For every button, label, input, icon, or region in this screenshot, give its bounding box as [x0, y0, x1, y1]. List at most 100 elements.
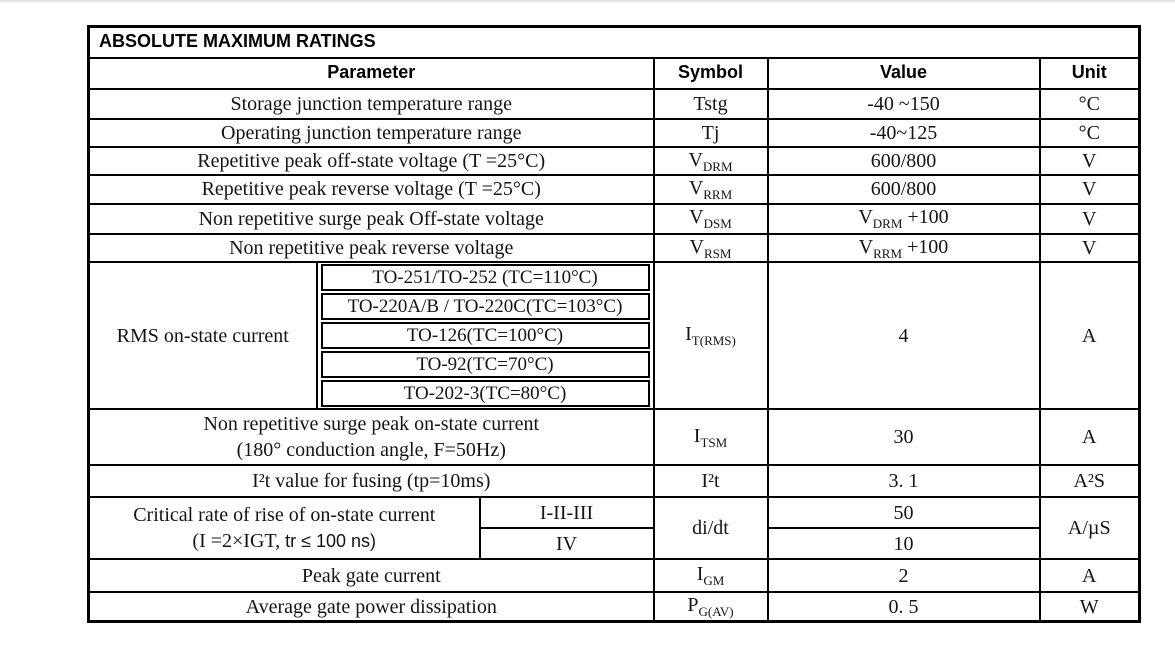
value-cell: 600/800 [766, 145, 1041, 177]
param-cell: Repetitive peak reverse voltage (T =25°C… [87, 174, 655, 205]
table-row-rms-package: TO-126(TC=100°C) [89, 321, 1140, 350]
value-rest: +100 [902, 235, 949, 258]
package-box: TO-202-3(TC=80°C) [320, 380, 650, 408]
symbol-cell: IGM [652, 558, 769, 594]
symbol-base: I [685, 323, 692, 346]
param-cell: Non repetitive surge peak on-state curre… [87, 408, 655, 467]
symbol-cell: VRSM [652, 232, 769, 264]
symbol-cell: IT(RMS) [652, 261, 769, 411]
value-cell: 3. 1 [766, 464, 1041, 499]
symbol-base: I [693, 424, 701, 447]
table-title: ABSOLUTE MAXIMUM RATINGS [87, 25, 1141, 59]
header-symbol: Symbol [652, 56, 769, 90]
symbol-subscript: T(RMS) [691, 333, 736, 349]
symbol-text: Tstg [693, 92, 728, 115]
param-cell: Peak gate current [87, 558, 655, 594]
class-cell: IV [478, 527, 655, 561]
symbol-subscript: DSM [703, 216, 732, 232]
symbol-subscript: GM [703, 573, 725, 589]
param-line2: (180° conduction angle, F=50Hz) [236, 439, 506, 462]
unit-cell: W [1038, 591, 1141, 623]
table-row-vrsm: Non repetitive peak reverse voltage VRSM… [87, 232, 1141, 264]
symbol-subscript: G(AV) [698, 604, 734, 620]
param-line2: (I =2×IGT, tr ≤ 100 ns) [91, 528, 478, 554]
table-row-operating-temp: Operating junction temperature range Tj … [87, 117, 1141, 148]
package-box: TO-126(TC=100°C) [320, 322, 650, 350]
header-row: Parameter Symbol Value Unit [87, 56, 1141, 90]
package-cell: TO-202-3(TC=80°C) [317, 379, 654, 409]
symbol-cell: PG(AV) [652, 591, 769, 623]
unit-cell: A [1038, 261, 1141, 411]
symbol-cell: Tj [652, 117, 769, 148]
unit-cell: V [1038, 145, 1141, 177]
param-line1: Critical rate of rise of on-state curren… [133, 504, 436, 527]
unit-cell: A [1038, 558, 1141, 594]
table-row-rms-package: TO-92(TC=70°C) [89, 350, 1140, 379]
value-cell: 2 [766, 558, 1041, 594]
value-base: V [858, 235, 874, 258]
table-row-didt-2: IV 10 [89, 527, 1140, 561]
symbol-cell: Tstg [652, 87, 769, 120]
value-cell: 0. 5 [766, 591, 1041, 623]
title-row: ABSOLUTE MAXIMUM RATINGS [87, 25, 1141, 59]
symbol-cell: VDRM [652, 145, 769, 177]
package-box: TO-220A/B / TO-220C(TC=103°C) [320, 293, 650, 321]
table-row-surge-current: Non repetitive surge peak on-state curre… [87, 408, 1141, 467]
header-parameter: Parameter [87, 56, 655, 90]
symbol-cell: VRRM [652, 174, 769, 205]
symbol-subscript: DRM [702, 158, 733, 174]
unit-cell: V [1038, 174, 1141, 205]
param-cell-didt: Critical rate of rise of on-state curren… [87, 496, 481, 561]
table-row-storage-temp: Storage junction temperature range Tstg … [87, 87, 1141, 120]
symbol-base: V [688, 148, 703, 171]
param-cell: I²t value for fusing (tp=10ms) [87, 464, 655, 499]
value-cell: 50 [766, 496, 1041, 530]
table-row-vdrm: Repetitive peak off-state voltage (T =25… [87, 145, 1141, 177]
package-cell: TO-251/TO-252 (TC=110°C) [317, 262, 654, 292]
symbol-subscript: TSM [700, 434, 728, 450]
symbol-text: Tj [701, 121, 720, 144]
unit-cell: A [1038, 408, 1141, 467]
unit-cell: A²S [1038, 464, 1141, 499]
param-cell-rms-label: RMS on-state current [87, 261, 318, 411]
symbol-cell: ITSM [652, 408, 769, 467]
package-box: TO-251/TO-252 (TC=110°C) [320, 264, 650, 292]
param-line2-sans: tr ≤ 100 ns) [285, 531, 377, 552]
absolute-maximum-ratings-table: ABSOLUTE MAXIMUM RATINGS Parameter Symbo… [87, 25, 1141, 623]
package-cell: TO-92(TC=70°C) [317, 350, 654, 379]
value-cell: VDRM +100 [766, 202, 1041, 235]
value-rest: +100 [902, 206, 949, 229]
param-cell: Non repetitive peak reverse voltage [87, 232, 655, 264]
header-unit: Unit [1038, 56, 1141, 90]
table-row-rms-current: RMS on-state current TO-251/TO-252 (TC=1… [87, 261, 1141, 411]
symbol-subscript: RSM [703, 245, 732, 261]
table-row-peak-gate-current: Peak gate current IGM 2 A [87, 558, 1141, 594]
symbol-base: I [696, 563, 704, 586]
value-subscript: DRM [872, 216, 903, 232]
param-line2-serif: (I =2×IGT, [192, 530, 286, 553]
package-box: TO-92(TC=70°C) [320, 351, 650, 379]
table-row-vrrm: Repetitive peak reverse voltage (T =25°C… [87, 174, 1141, 205]
param-cell: Average gate power dissipation [87, 591, 655, 623]
param-cell: Operating junction temperature range [87, 117, 655, 148]
symbol-subscript: RRM [703, 187, 733, 203]
table-row-gate-power: Average gate power dissipation PG(AV) 0.… [87, 591, 1141, 623]
symbol-base: V [688, 177, 704, 200]
table-row-rms-package: TO-202-3(TC=80°C) [89, 379, 1140, 409]
table-row-didt-1: Critical rate of rise of on-state curren… [87, 496, 1141, 561]
value-cell: -40 ~150 [766, 87, 1041, 120]
param-cell: Storage junction temperature range [87, 87, 655, 120]
unit-cell: V [1038, 232, 1141, 264]
param-cell: Non repetitive surge peak Off-state volt… [87, 202, 655, 235]
class-cell: I-II-III [478, 496, 655, 530]
value-cell: -40~125 [766, 117, 1041, 148]
value-cell: VRRM +100 [766, 232, 1041, 264]
value-subscript: RRM [873, 245, 903, 261]
value-base: V [858, 206, 873, 229]
param-line1: Non repetitive surge peak on-state curre… [203, 413, 540, 436]
package-cell: TO-126(TC=100°C) [317, 321, 654, 350]
symbol-base: V [689, 206, 704, 229]
symbol-cell: VDSM [652, 202, 769, 235]
symbol-cell: di/dt [652, 496, 769, 561]
